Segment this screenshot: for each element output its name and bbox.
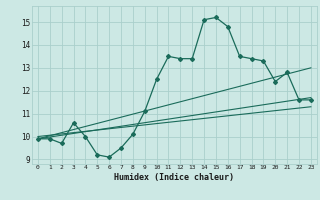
X-axis label: Humidex (Indice chaleur): Humidex (Indice chaleur) bbox=[115, 173, 234, 182]
